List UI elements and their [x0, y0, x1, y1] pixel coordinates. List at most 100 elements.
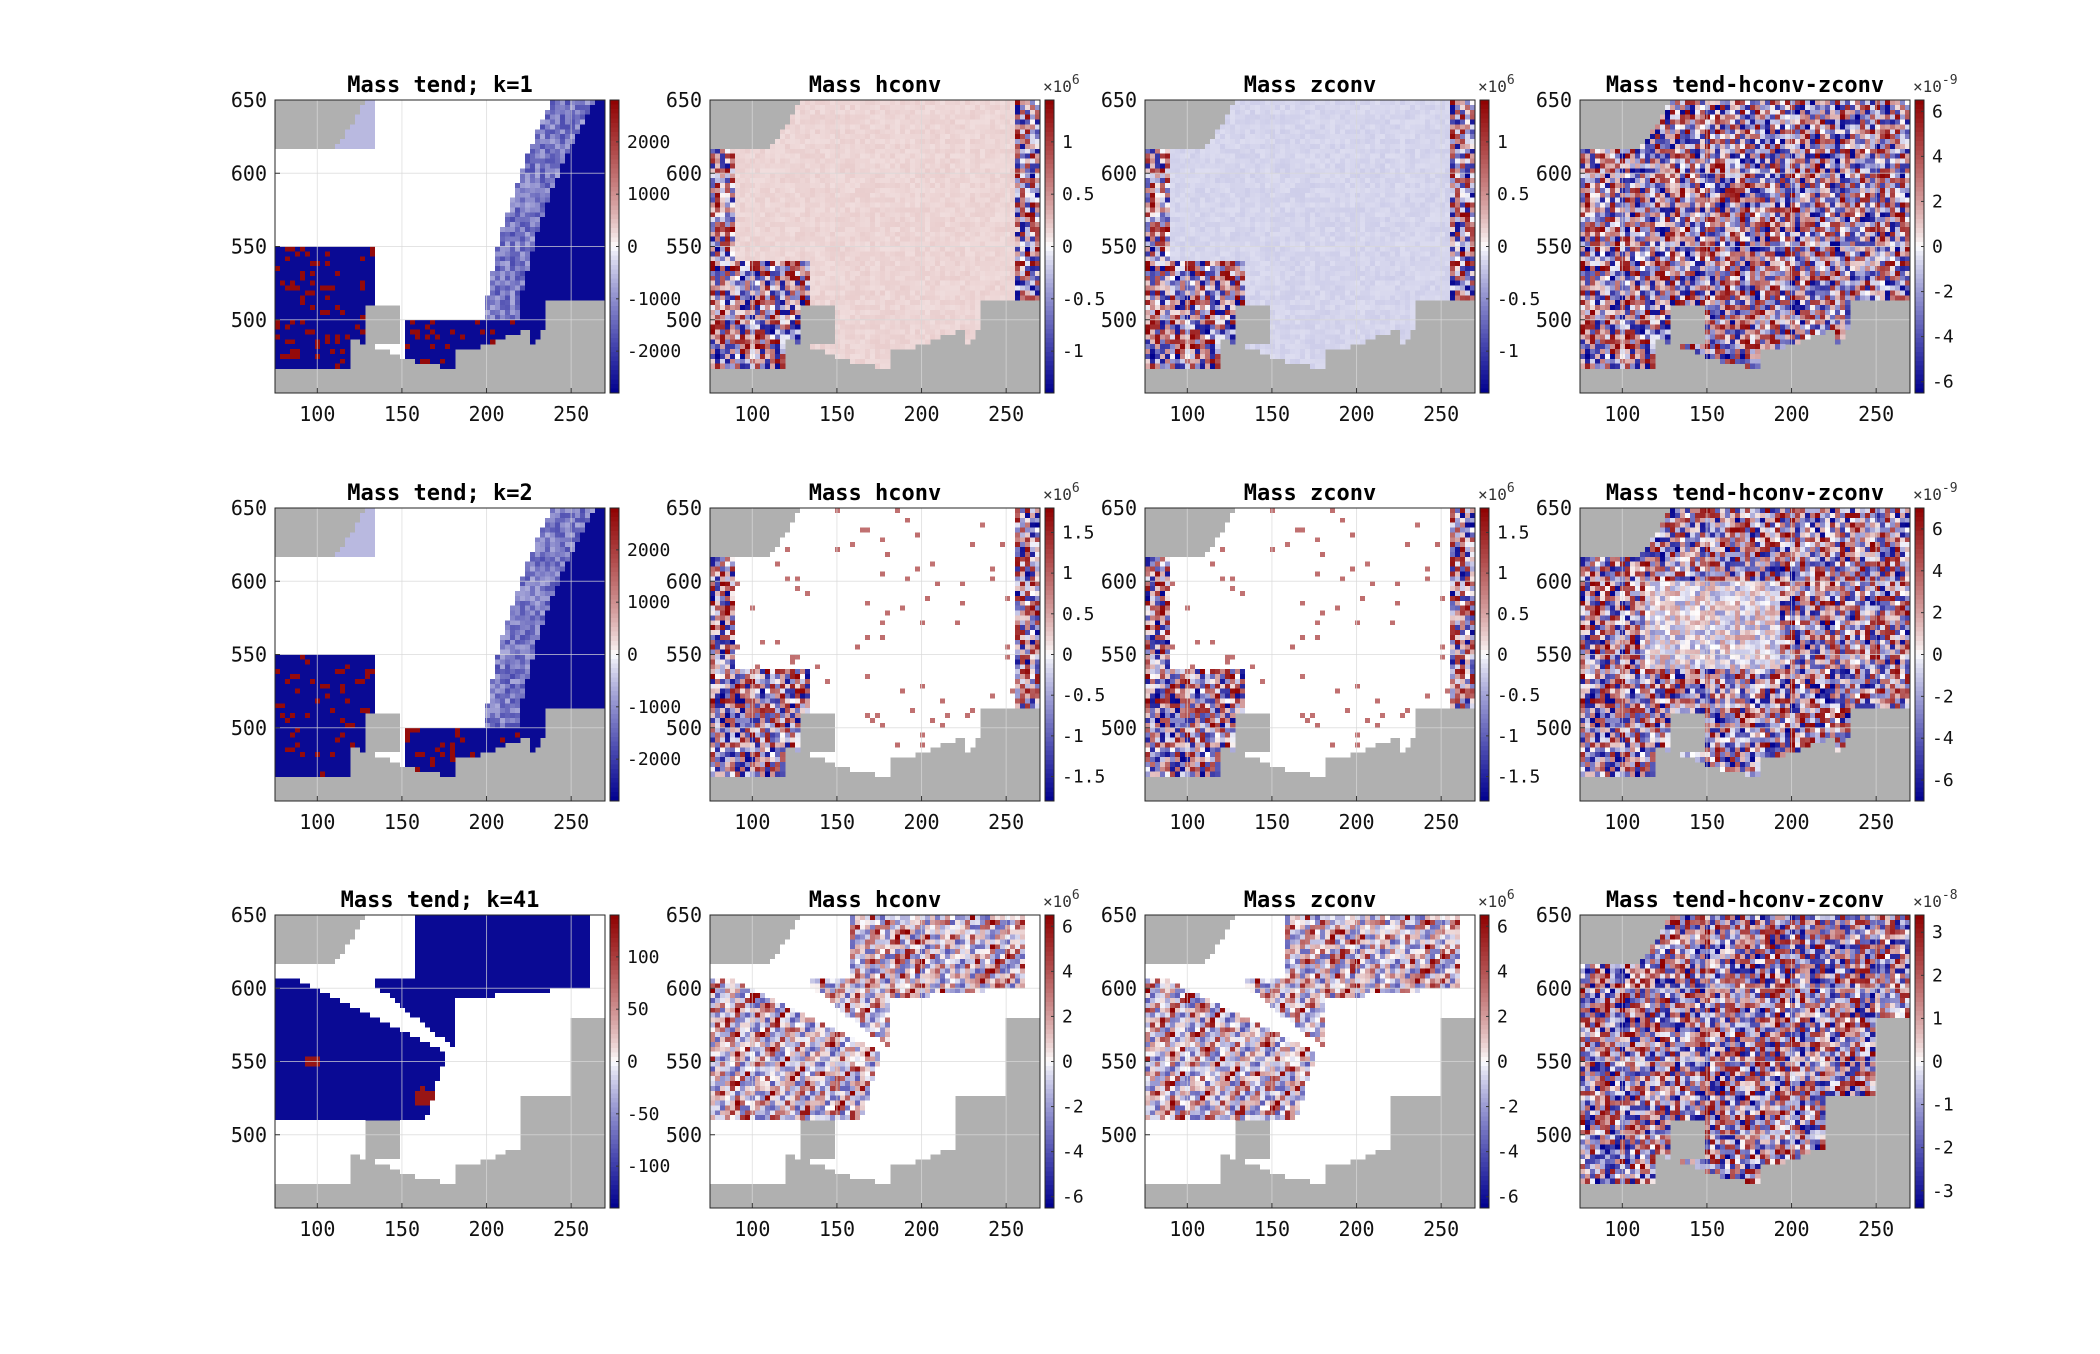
field-cell	[345, 300, 350, 305]
field-cell	[515, 178, 520, 183]
field-cell	[450, 139, 455, 144]
field-cell	[545, 251, 550, 256]
field-cell	[345, 183, 350, 188]
field-cell	[405, 247, 410, 252]
field-cell	[405, 134, 410, 139]
field-cell	[445, 183, 450, 188]
field-cell	[470, 295, 475, 300]
field-cell	[535, 207, 540, 212]
field-cell	[985, 183, 990, 188]
field-cell	[495, 139, 500, 144]
field-cell	[275, 339, 280, 344]
field-cell	[425, 183, 430, 188]
colorbar-segment	[610, 301, 619, 306]
field-cell	[465, 120, 470, 125]
field-cell	[515, 286, 520, 291]
field-cell	[380, 144, 385, 149]
field-cell	[835, 105, 840, 110]
field-cell	[980, 134, 985, 139]
field-cell	[930, 212, 935, 217]
field-cell	[1015, 144, 1020, 149]
field-cell	[395, 178, 400, 183]
field-cell	[355, 334, 360, 339]
field-cell	[535, 305, 540, 310]
field-cell	[910, 193, 915, 198]
field-cell	[460, 203, 465, 208]
field-cell	[1015, 115, 1020, 120]
field-cell	[560, 237, 565, 242]
field-cell	[290, 178, 295, 183]
field-cell	[495, 163, 500, 168]
field-cell	[510, 154, 515, 159]
field-cell	[550, 227, 555, 232]
field-cell	[815, 193, 820, 198]
field-cell	[470, 271, 475, 276]
field-cell	[975, 149, 980, 154]
field-cell	[550, 129, 555, 134]
field-cell	[540, 281, 545, 286]
field-cell	[585, 154, 590, 159]
field-cell	[550, 222, 555, 227]
field-cell	[1025, 134, 1030, 139]
colorbar-segment	[610, 237, 619, 242]
field-cell	[540, 110, 545, 115]
field-cell	[525, 129, 530, 134]
field-cell	[960, 120, 965, 125]
field-cell	[285, 207, 290, 212]
field-cell	[470, 159, 475, 164]
field-cell	[590, 154, 595, 159]
field-cell	[550, 198, 555, 203]
field-cell	[380, 232, 385, 237]
field-cell	[855, 232, 860, 237]
field-cell	[475, 286, 480, 291]
field-cell	[895, 144, 900, 149]
field-cell	[535, 300, 540, 305]
field-cell	[355, 120, 360, 125]
field-cell	[330, 178, 335, 183]
field-cell	[285, 271, 290, 276]
field-cell	[435, 266, 440, 271]
field-cell	[350, 144, 355, 149]
field-cell	[590, 100, 595, 105]
field-cell	[565, 271, 570, 276]
field-cell	[530, 281, 535, 286]
field-cell	[320, 325, 325, 330]
field-cell	[335, 163, 340, 168]
field-cell	[985, 100, 990, 105]
field-cell	[365, 124, 370, 129]
field-cell	[365, 120, 370, 125]
field-cell	[970, 149, 975, 154]
field-cell	[870, 173, 875, 178]
field-cell	[855, 193, 860, 198]
field-cell	[940, 217, 945, 222]
field-cell	[810, 115, 815, 120]
field-cell	[360, 110, 365, 115]
field-cell	[545, 295, 550, 300]
field-cell	[595, 100, 600, 105]
field-cell	[280, 281, 285, 286]
field-cell	[575, 159, 580, 164]
field-cell	[1025, 120, 1030, 125]
field-cell	[310, 217, 315, 222]
field-cell	[550, 149, 555, 154]
field-cell	[440, 134, 445, 139]
field-cell	[370, 183, 375, 188]
field-cell	[470, 154, 475, 159]
field-cell	[345, 222, 350, 227]
field-cell	[515, 159, 520, 164]
field-cell	[495, 300, 500, 305]
field-cell	[450, 198, 455, 203]
field-cell	[335, 354, 340, 359]
field-cell	[425, 222, 430, 227]
colorbar-segment	[610, 132, 619, 137]
field-cell	[290, 237, 295, 242]
field-cell	[400, 334, 405, 339]
field-cell	[465, 217, 470, 222]
field-cell	[395, 115, 400, 120]
field-cell	[510, 271, 515, 276]
field-cell	[360, 149, 365, 154]
field-cell	[395, 300, 400, 305]
field-cell	[830, 134, 835, 139]
field-cell	[975, 183, 980, 188]
field-cell	[415, 330, 420, 335]
